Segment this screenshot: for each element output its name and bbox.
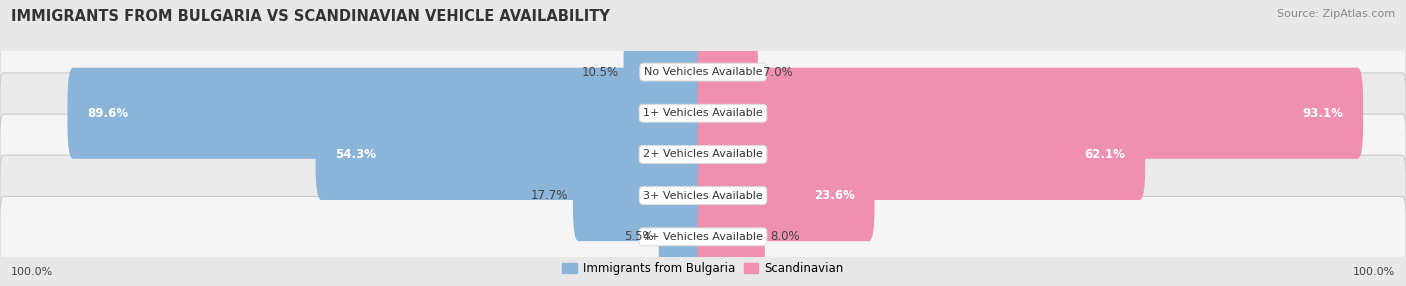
Text: 17.7%: 17.7% — [530, 189, 568, 202]
Text: 5.5%: 5.5% — [624, 230, 654, 243]
Text: 54.3%: 54.3% — [336, 148, 377, 161]
Text: 2+ Vehicles Available: 2+ Vehicles Available — [643, 150, 763, 159]
FancyBboxPatch shape — [67, 68, 709, 159]
Text: 89.6%: 89.6% — [87, 107, 128, 120]
FancyBboxPatch shape — [697, 191, 765, 282]
Text: 100.0%: 100.0% — [11, 267, 53, 277]
Text: 62.1%: 62.1% — [1084, 148, 1126, 161]
Text: Source: ZipAtlas.com: Source: ZipAtlas.com — [1277, 9, 1395, 19]
Text: 8.0%: 8.0% — [770, 230, 800, 243]
FancyBboxPatch shape — [697, 27, 758, 118]
Text: 23.6%: 23.6% — [814, 189, 855, 202]
FancyBboxPatch shape — [0, 196, 1406, 277]
FancyBboxPatch shape — [0, 73, 1406, 154]
Text: 100.0%: 100.0% — [1353, 267, 1395, 277]
FancyBboxPatch shape — [316, 109, 709, 200]
FancyBboxPatch shape — [0, 32, 1406, 112]
Text: 1+ Vehicles Available: 1+ Vehicles Available — [643, 108, 763, 118]
Text: 93.1%: 93.1% — [1302, 107, 1344, 120]
FancyBboxPatch shape — [0, 114, 1406, 195]
Text: 4+ Vehicles Available: 4+ Vehicles Available — [643, 232, 763, 242]
FancyBboxPatch shape — [624, 27, 709, 118]
Text: IMMIGRANTS FROM BULGARIA VS SCANDINAVIAN VEHICLE AVAILABILITY: IMMIGRANTS FROM BULGARIA VS SCANDINAVIAN… — [11, 9, 610, 23]
Text: 10.5%: 10.5% — [582, 65, 619, 79]
FancyBboxPatch shape — [658, 191, 709, 282]
Legend: Immigrants from Bulgaria, Scandinavian: Immigrants from Bulgaria, Scandinavian — [558, 258, 848, 280]
FancyBboxPatch shape — [697, 68, 1364, 159]
FancyBboxPatch shape — [697, 150, 875, 241]
Text: 7.0%: 7.0% — [762, 65, 793, 79]
Text: 3+ Vehicles Available: 3+ Vehicles Available — [643, 191, 763, 200]
FancyBboxPatch shape — [574, 150, 709, 241]
FancyBboxPatch shape — [697, 109, 1146, 200]
Text: No Vehicles Available: No Vehicles Available — [644, 67, 762, 77]
FancyBboxPatch shape — [0, 155, 1406, 236]
